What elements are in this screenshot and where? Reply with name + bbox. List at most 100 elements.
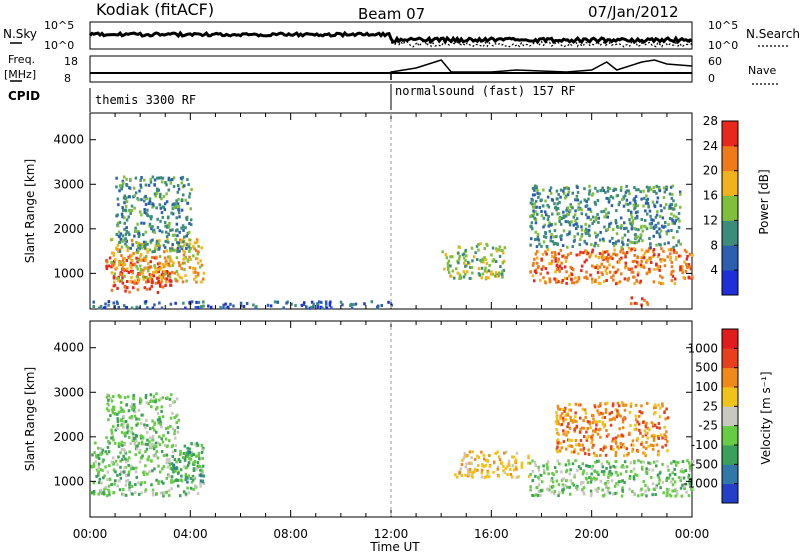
data-cell (119, 476, 123, 480)
data-cell (153, 230, 156, 234)
data-cell (124, 431, 127, 435)
data-cell (645, 467, 648, 471)
data-cell (161, 396, 165, 400)
data-cell (496, 465, 500, 469)
data-cell (132, 403, 136, 407)
data-cell (675, 255, 678, 259)
data-cell (198, 473, 202, 477)
data-cell (616, 194, 619, 197)
data-cell (158, 239, 161, 243)
data-cell (182, 249, 185, 253)
data-cell (157, 188, 160, 192)
data-cell (584, 411, 588, 415)
data-cell (623, 277, 627, 281)
data-cell (116, 213, 119, 217)
data-cell (643, 219, 647, 222)
data-cell (165, 235, 169, 239)
data-cell (579, 403, 582, 407)
data-cell (664, 221, 667, 224)
data-cell (189, 457, 193, 461)
data-cell (492, 259, 495, 263)
data-cell (119, 232, 123, 236)
data-cell (458, 470, 461, 474)
data-cell (621, 240, 624, 244)
freq-tick-bottom: 8 (64, 72, 71, 85)
data-cell (201, 479, 204, 483)
data-cell (637, 188, 640, 192)
data-cell (187, 231, 191, 234)
data-cell (630, 302, 633, 306)
data-cell (156, 406, 159, 409)
data-cell (168, 275, 172, 279)
data-cell (529, 461, 532, 465)
data-cell (178, 275, 181, 279)
data-cell (138, 306, 141, 310)
data-cell (114, 470, 117, 474)
data-cell (652, 226, 655, 230)
data-cell (130, 253, 134, 257)
data-cell (112, 438, 115, 442)
data-cell (538, 192, 541, 196)
data-cell (634, 195, 638, 199)
data-cell (165, 200, 169, 204)
data-cell (571, 420, 575, 424)
data-cell (390, 303, 393, 307)
data-cell (136, 260, 139, 264)
data-cell (549, 478, 553, 482)
data-cell (575, 486, 578, 490)
data-cell (171, 228, 174, 232)
data-cell (642, 492, 645, 496)
data-cell (154, 266, 157, 270)
data-cell (119, 237, 123, 241)
data-cell (660, 209, 663, 213)
data-cell (128, 486, 131, 490)
data-cell (158, 265, 161, 269)
data-cell (122, 421, 125, 425)
data-cell (165, 476, 168, 480)
data-cell (174, 301, 177, 305)
data-cell (555, 428, 558, 431)
data-cell (130, 485, 134, 488)
data-cell (197, 244, 200, 248)
data-cell (125, 196, 129, 200)
data-cell (572, 483, 576, 487)
data-cell (597, 411, 600, 414)
data-cell (194, 443, 197, 447)
data-cell (142, 442, 145, 446)
data-cell (542, 216, 546, 220)
data-cell (665, 187, 668, 191)
data-cell (655, 464, 658, 468)
data-cell (169, 278, 172, 282)
data-cell (624, 261, 627, 265)
data-cell (169, 181, 173, 185)
data-cell (642, 445, 645, 449)
data-cell (650, 476, 653, 479)
data-cell (143, 286, 147, 290)
y-tick-label: 1000 (53, 474, 84, 488)
data-cell (120, 448, 124, 451)
data-cell (551, 198, 554, 202)
data-cell (195, 241, 198, 245)
data-cell (449, 264, 452, 268)
data-cell (140, 481, 143, 485)
data-cell (135, 475, 138, 479)
data-cell (588, 422, 592, 426)
data-cell (642, 253, 645, 257)
x-axis-label: Time UT (369, 540, 420, 554)
data-cell (649, 187, 653, 191)
data-cell (101, 448, 105, 452)
data-cell (566, 430, 570, 434)
data-cell (658, 232, 661, 236)
data-cell (646, 258, 649, 262)
data-cell (474, 251, 477, 255)
data-cell (608, 239, 612, 243)
data-cell (144, 243, 147, 247)
data-cell (171, 401, 175, 404)
data-cell (559, 417, 562, 421)
data-cell (638, 281, 641, 285)
data-cell (664, 443, 667, 447)
data-cell (618, 404, 621, 408)
data-cell (131, 280, 134, 284)
data-cell (150, 277, 154, 281)
